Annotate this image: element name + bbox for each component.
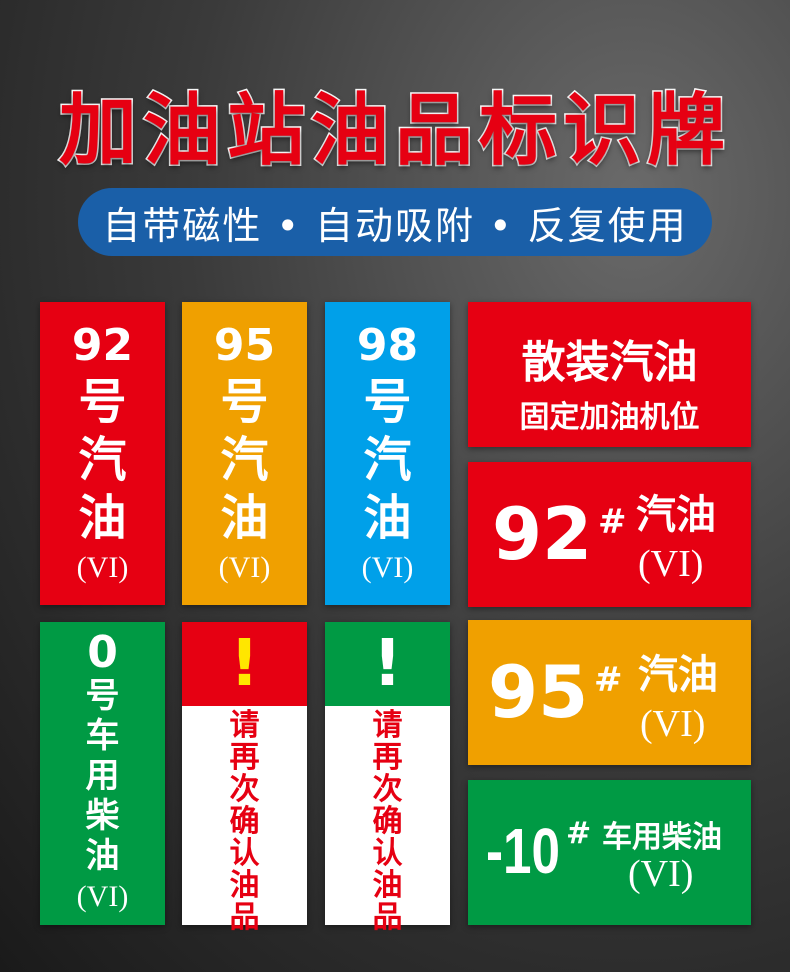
sign-95-horizontal: 95 # 汽油 (VI)	[468, 620, 751, 765]
emission-grade: (VI)	[76, 550, 129, 584]
bulk-subtitle: 固定加油机位	[519, 400, 700, 435]
char: 油	[85, 835, 120, 876]
grade-number: 92	[71, 319, 134, 371]
sign-92-vertical: 92 号 汽 油 (VI)	[40, 302, 165, 605]
char: 油	[220, 489, 269, 546]
char: 号	[363, 373, 412, 430]
sign-minus10-diesel: -10 # 车用柴油 (VI)	[468, 780, 751, 925]
sharp: #	[566, 816, 592, 851]
sharp: #	[598, 502, 627, 542]
fuel-label: 汽油	[638, 652, 718, 698]
grade-number: 98	[356, 319, 419, 371]
emission-grade: (VI)	[361, 550, 414, 584]
grade-number: 92	[492, 492, 593, 576]
char: 次	[229, 772, 260, 807]
char: 认	[229, 836, 260, 871]
emission-grade: (VI)	[76, 879, 129, 913]
sign-95-vertical: 95 号 汽 油 (VI)	[182, 302, 307, 605]
char: 确	[229, 804, 260, 839]
char: 确	[372, 804, 403, 839]
sign-warning-green: ! 请 再 次 确 认 油 品	[325, 622, 450, 934]
char: 油	[363, 489, 412, 546]
sign-bulk-gasoline: 散装汽油 固定加油机位	[468, 302, 751, 447]
emission-grade: (VI)	[638, 543, 704, 585]
grade-number: 95	[488, 650, 589, 734]
sign-warning-red: ! 请 再 次 确 认 油 品	[182, 622, 307, 934]
emission-grade: (VI)	[218, 550, 271, 584]
char: 号	[220, 373, 269, 430]
grade-number: -10	[486, 815, 560, 887]
char: 号	[85, 675, 120, 716]
char: 再	[229, 740, 260, 775]
exclamation-icon: !	[182, 622, 307, 706]
char: 品	[372, 900, 403, 935]
grade-number: 0	[87, 626, 118, 678]
fuel-label: 车用柴油	[602, 820, 722, 855]
char: 油	[372, 868, 403, 903]
sign-92-horizontal: 92 # 汽油 (VI)	[468, 462, 751, 607]
char: 油	[78, 489, 127, 546]
char: 号	[78, 373, 127, 430]
grade-number: 95	[213, 319, 276, 371]
emission-grade: (VI)	[628, 853, 694, 895]
char: 品	[229, 900, 260, 935]
char: 汽	[78, 431, 127, 488]
sign-0-diesel-vertical: 0 号 车 用 柴 油 (VI)	[40, 622, 165, 925]
char: 汽	[220, 431, 269, 488]
bulk-title: 散装汽油	[521, 337, 698, 388]
char: 请	[229, 708, 260, 743]
emission-grade: (VI)	[640, 703, 706, 745]
char: 次	[372, 772, 403, 807]
char: 汽	[363, 431, 412, 488]
char: 请	[372, 708, 403, 743]
char: 车	[85, 715, 120, 756]
sharp: #	[594, 660, 623, 700]
sign-98-vertical: 98 号 汽 油 (VI)	[325, 302, 450, 605]
char: 认	[372, 836, 403, 871]
page-title: 加油站油品标识牌	[57, 85, 731, 178]
fuel-label: 汽油	[636, 492, 716, 538]
subtitle-banner: 自带磁性 • 自动吸附 • 反复使用	[78, 188, 712, 256]
exclamation-icon: !	[325, 622, 450, 706]
char: 再	[372, 740, 403, 775]
char: 柴	[85, 795, 120, 836]
char: 用	[85, 755, 120, 796]
char: 油	[229, 868, 260, 903]
